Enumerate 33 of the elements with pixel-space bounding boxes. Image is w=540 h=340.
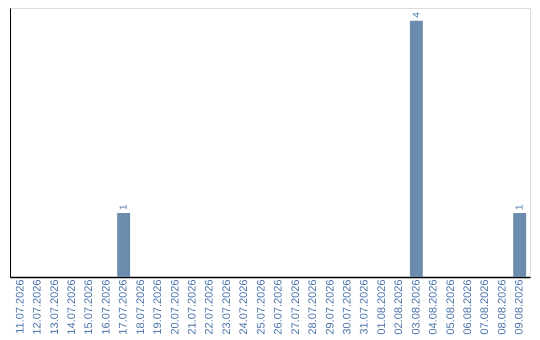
data-label: 1 [118,204,130,210]
x-tick-label: 29.07.2026 [324,280,336,335]
x-tick-label: 19.07.2026 [152,280,164,335]
x-tick-label: 12.07.2026 [32,280,44,335]
x-tick-label: 21.07.2026 [186,280,199,335]
x-tick-label: 27.07.2026 [290,280,302,335]
x-tick-label: 18.07.2026 [134,280,147,335]
x-tick-label: 25.07.2026 [255,280,268,335]
x-tick-label: 31.07.2026 [358,280,371,335]
x-tick-label: 07.08.2026 [479,280,492,335]
x-tick-label: 01.08.2026 [376,280,388,335]
x-tick-label: 08.08.2026 [496,280,508,335]
x-tick-label: 16.07.2026 [100,280,112,335]
x-tick-label: 13.07.2026 [48,280,61,335]
x-tick-label: 17.07.2026 [118,280,130,335]
x-tick-label: 24.07.2026 [238,280,250,335]
data-label: 1 [514,204,526,210]
x-tick-label: 04.08.2026 [428,280,440,335]
x-tick-label: 28.07.2026 [307,280,320,335]
x-tick-label: 14.07.2026 [66,280,78,335]
x-tick-label: 11.07.2026 [14,280,26,334]
x-tick-label: 05.08.2026 [444,280,457,335]
x-tick-label: 23.07.2026 [220,280,233,335]
x-tick-label: 30.07.2026 [341,280,354,335]
x-tick-label: 15.07.2026 [83,280,96,335]
x-tick-label: 26.07.2026 [272,280,285,335]
x-tick-label: 09.08.2026 [514,280,526,335]
x-tick-label: 22.07.2026 [204,280,216,335]
x-tick-label: 06.08.2026 [462,280,474,335]
data-label: 4 [411,12,422,18]
x-tick-label: 03.08.2026 [410,280,422,335]
x-tick-label: 02.08.2026 [393,280,406,335]
x-tick-label: 20.07.2026 [169,280,182,335]
